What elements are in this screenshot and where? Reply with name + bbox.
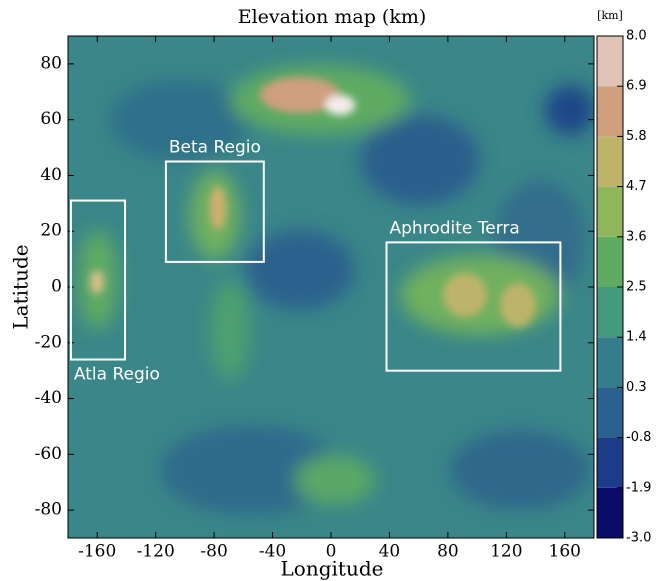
colorbar-band — [597, 187, 623, 237]
y-tick-label: 40 — [40, 165, 62, 185]
y-tick-label: -20 — [35, 332, 62, 352]
x-tick-label: 40 — [379, 542, 401, 562]
colorbar-band — [597, 387, 623, 437]
chart-title: Elevation map (km) — [238, 6, 427, 28]
colorbar-label: [km] — [597, 9, 623, 22]
chart: Elevation map (km) Longitude Latitude [k… — [0, 0, 658, 581]
x-tick-label: -160 — [78, 542, 116, 562]
region-label: Aphrodite Terra — [390, 218, 520, 238]
colorbar-band — [597, 136, 623, 186]
colorbar-tick-label: -3.0 — [626, 531, 651, 546]
x-tick-label: 80 — [437, 542, 459, 562]
x-tick-label: -40 — [259, 542, 286, 562]
region-label: Beta Regio — [169, 138, 261, 158]
x-tick-label: -80 — [200, 542, 227, 562]
region-label: Atla Regio — [74, 365, 160, 385]
y-tick-label: -60 — [35, 444, 62, 464]
y-tick-label: -40 — [35, 388, 62, 408]
colorbar-tick-label: 5.8 — [626, 129, 647, 144]
x-tick-label: -120 — [137, 542, 175, 562]
x-tick-label: 120 — [490, 542, 522, 562]
y-axis-label: Latitude — [9, 244, 33, 329]
colorbar-tick-label: 8.0 — [626, 29, 647, 44]
colorbar-band — [597, 237, 623, 287]
colorbar-tick-label: 4.7 — [626, 179, 647, 194]
y-tick-label: 0 — [51, 277, 62, 297]
elevation-image — [68, 36, 595, 538]
colorbar-tick-label: 3.6 — [626, 229, 647, 244]
x-tick-label: 160 — [549, 542, 581, 562]
x-tick-label: 0 — [326, 542, 337, 562]
colorbar-band — [597, 287, 623, 337]
y-tick-label: 60 — [40, 109, 62, 129]
colorbar-tick-label: 2.5 — [626, 280, 647, 295]
colorbar-tick-label: 6.9 — [626, 79, 647, 94]
colorbar-band — [597, 438, 623, 488]
colorbar-tick-label: -1.9 — [626, 480, 651, 495]
y-tick-label: 80 — [40, 53, 62, 73]
colorbar-tick-label: -0.8 — [626, 430, 651, 445]
colorbar-band — [597, 36, 623, 86]
colorbar-tick-label: 0.3 — [626, 380, 647, 395]
y-tick-label: -80 — [35, 500, 62, 520]
colorbar-tick-label: 1.4 — [626, 330, 647, 345]
colorbar-band — [597, 86, 623, 136]
y-tick-label: 20 — [40, 221, 62, 241]
colorbar-band — [597, 488, 623, 538]
colorbar-band — [597, 337, 623, 387]
